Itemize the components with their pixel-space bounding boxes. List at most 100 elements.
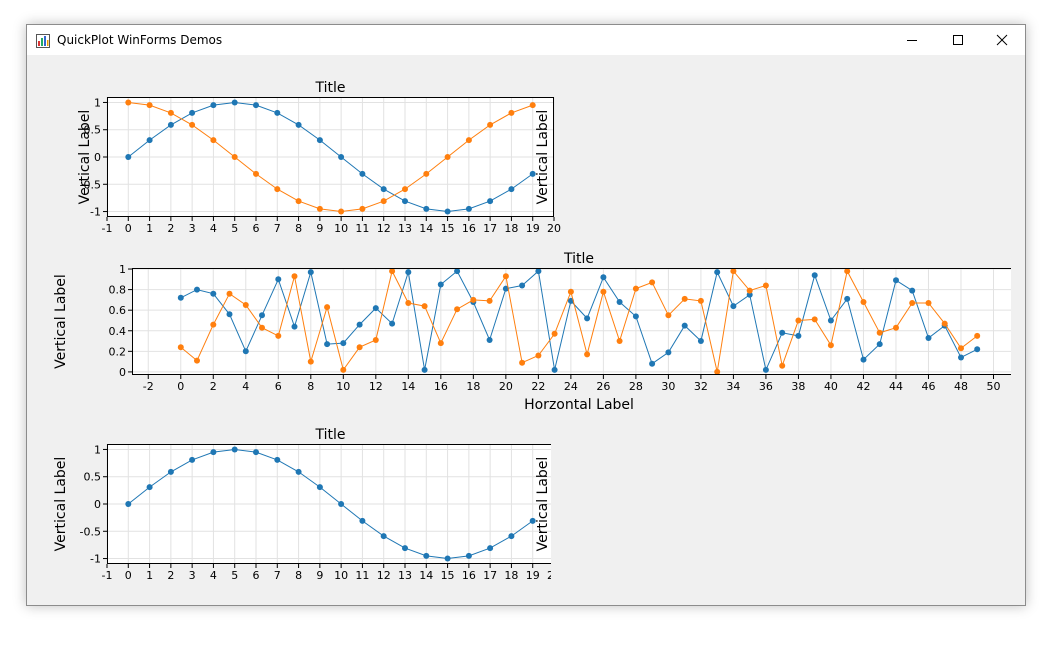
data-point (779, 329, 786, 336)
data-point (146, 137, 153, 144)
axes-frame (107, 444, 551, 564)
data-point (925, 335, 932, 341)
x-tick-label: 10 (336, 380, 350, 393)
data-point (811, 316, 818, 323)
close-button[interactable] (979, 25, 1025, 55)
x-tick-label: 3 (189, 569, 196, 582)
data-point (632, 285, 639, 292)
x-tick-label: 7 (274, 569, 281, 582)
data-point (508, 186, 515, 193)
plot-top-right[interactable]: 06.2512.518.752531.2537.543.7550-1-0.500… (533, 80, 1027, 238)
data-point (231, 99, 238, 106)
x-tick-label: 36 (759, 380, 773, 393)
data-point (423, 205, 430, 212)
plot-top-left[interactable]: -1 0 1 2 3 4 5 6 7 8 9 10 11 12 13 14 15 16 17 18 19 20-1-0.5… (75, 80, 575, 238)
x-tick-label: 44 (889, 380, 903, 393)
data-point (146, 484, 153, 491)
x-tick-label: 20 (499, 380, 513, 393)
data-point (437, 340, 444, 347)
x-tick-label: 5 (231, 222, 238, 235)
x-tick-label: 34 (726, 380, 740, 393)
series-line-0 (180, 270, 978, 372)
x-tick-label: 14 (401, 380, 415, 393)
x-tick-label: 50 (986, 380, 1000, 393)
data-point (454, 268, 461, 275)
data-point (529, 170, 536, 177)
series-line-1 (180, 269, 978, 373)
data-point (893, 277, 899, 284)
x-tick-label: 28 (629, 380, 643, 393)
y-tick-label: 0 (119, 366, 126, 379)
x-tick-label: 15 (441, 569, 455, 582)
data-point (681, 295, 688, 302)
y-axis-label: Vertical Label (53, 274, 69, 369)
data-point (295, 121, 302, 128)
data-point (454, 306, 461, 313)
window-title: QuickPlot WinForms Demos (57, 33, 223, 47)
app-icon (36, 33, 50, 48)
data-point (423, 170, 430, 177)
data-point (811, 272, 818, 279)
data-point (876, 329, 883, 336)
data-point (380, 533, 387, 540)
x-tick-label: 19 (526, 222, 540, 235)
data-point (324, 304, 331, 311)
data-point (125, 99, 132, 106)
data-point (909, 300, 916, 306)
data-point (827, 342, 834, 349)
data-point (632, 313, 639, 320)
title-bar[interactable]: QuickPlot WinForms Demos (27, 25, 1025, 55)
data-point (146, 102, 153, 109)
x-tick-label: 42 (856, 380, 870, 393)
data-point (746, 291, 753, 298)
data-point (231, 446, 238, 453)
plot-bottom-right[interactable]: -101234567891011121314151617181920-1-0.5… (533, 427, 1027, 585)
data-point (194, 286, 200, 293)
data-point (844, 295, 851, 302)
minimize-button[interactable] (889, 25, 935, 55)
data-point (359, 517, 366, 524)
data-point (893, 324, 899, 331)
x-tick-label: 32 (694, 380, 708, 393)
y-axis-label: Vertical Label (535, 110, 551, 205)
data-point (746, 287, 753, 294)
x-tick-label: 10 (334, 569, 348, 582)
data-point (665, 312, 672, 319)
data-point (210, 290, 217, 297)
data-point (502, 273, 509, 280)
data-point (487, 121, 494, 128)
x-tick-label: 6 (275, 380, 282, 393)
data-point (584, 351, 591, 358)
data-point (125, 154, 132, 160)
x-tick-label: 18 (504, 569, 518, 582)
x-tick-label: 46 (921, 380, 935, 393)
y-tick-label: 0.5 (84, 471, 102, 484)
data-point (340, 340, 347, 347)
data-point (444, 555, 451, 562)
data-point (356, 344, 363, 351)
data-point (730, 303, 737, 310)
y-tick-label: 0.2 (109, 345, 127, 358)
data-point (567, 288, 574, 295)
data-point (958, 354, 964, 361)
data-point (359, 170, 366, 177)
data-point (600, 274, 607, 281)
plot-middle[interactable]: -2 0 2 4 6 8 10 12 14 16 18 20 22 24 26 28 30 32 34 36 38 40 4… (51, 249, 1011, 417)
plot-area (132, 268, 1011, 375)
y-tick-label: 0.4 (109, 325, 127, 338)
chart-title: Title (314, 427, 345, 443)
data-point (307, 358, 314, 365)
maximize-button[interactable] (935, 25, 981, 55)
data-point (519, 359, 526, 366)
data-point (616, 299, 623, 305)
x-tick-label: 3 (189, 222, 196, 235)
x-tick-label: 2 (210, 380, 217, 393)
data-point (779, 362, 786, 369)
data-point (259, 312, 265, 319)
y-tick-label: 1 (119, 263, 126, 276)
y-tick-label: 1 (94, 443, 101, 456)
x-tick-label: 16 (434, 380, 448, 393)
x-tick-label: 8 (307, 380, 314, 393)
plot-bottom-left[interactable]: -101234567891011121314151617181920-1-0.5… (51, 427, 551, 585)
data-point (795, 317, 802, 324)
